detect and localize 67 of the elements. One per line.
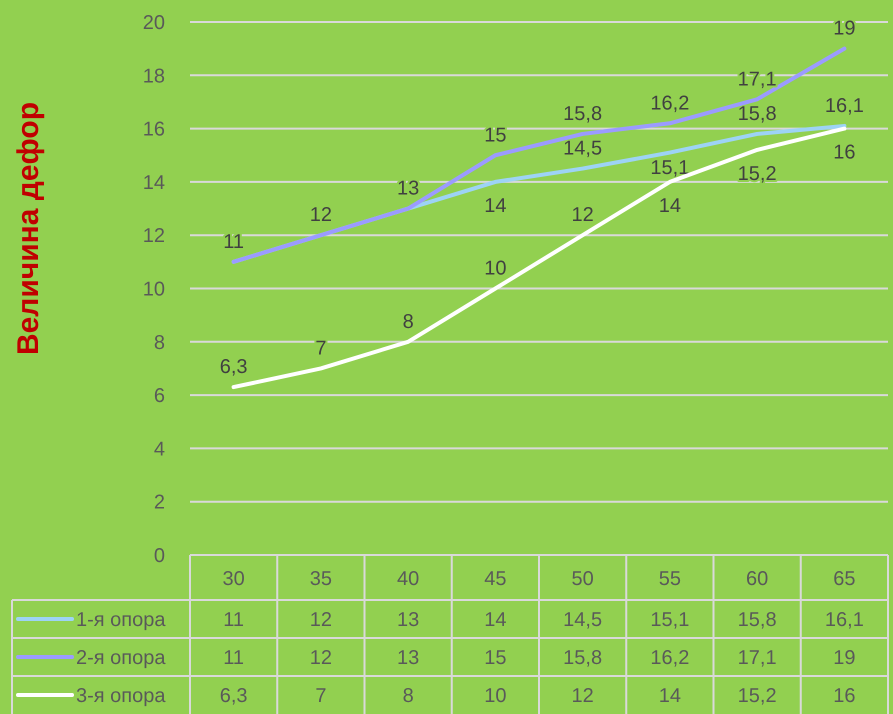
x-tick-label: 65 bbox=[833, 568, 856, 590]
x-tick-label: 40 bbox=[397, 568, 420, 590]
text: 14 bbox=[658, 194, 681, 217]
y-tick-label: 16 bbox=[142, 118, 165, 141]
text: 14 bbox=[484, 194, 506, 217]
data-label: 11 bbox=[223, 647, 244, 669]
legend-label: 3-я опора bbox=[76, 685, 166, 707]
data-label: 12 bbox=[310, 647, 332, 669]
text: 16,1 bbox=[824, 94, 864, 117]
text: 16,2 bbox=[650, 92, 690, 114]
text: 15,2 bbox=[738, 162, 777, 185]
legend-label: 1-я опора bbox=[76, 609, 166, 631]
x-tick-label: 35 bbox=[310, 568, 332, 590]
data-label: 16,1 bbox=[824, 609, 864, 631]
data-label: 7 bbox=[315, 685, 326, 707]
data-label: 11 bbox=[223, 609, 244, 631]
text: 12 bbox=[572, 204, 594, 226]
data-label: 15,8 bbox=[738, 609, 777, 631]
y-axis-title: Величина дефор bbox=[12, 102, 45, 356]
y-tick-label: 20 bbox=[142, 12, 165, 34]
x-tick-label: 60 bbox=[746, 568, 768, 590]
data-label: 15 bbox=[484, 647, 506, 669]
x-tick-label: 45 bbox=[484, 568, 506, 590]
data-label: 16,2 bbox=[650, 647, 690, 669]
y-tick-label: 18 bbox=[142, 65, 165, 88]
text: 8 bbox=[402, 310, 414, 333]
data-label: 10 bbox=[484, 685, 506, 707]
text: 15,8 bbox=[738, 102, 777, 125]
data-label: 15,8 bbox=[563, 647, 602, 669]
data-label: 17,1 bbox=[738, 647, 777, 669]
text: 19 bbox=[833, 18, 856, 40]
text: 6,3 bbox=[220, 356, 248, 378]
text: 16 bbox=[833, 142, 856, 164]
data-label: 13 bbox=[397, 609, 420, 631]
y-tick-label: 0 bbox=[154, 545, 165, 567]
data-label: 8 bbox=[402, 685, 414, 707]
y-tick-label: 4 bbox=[154, 438, 165, 460]
data-label: 19 bbox=[833, 647, 856, 669]
legend-label: 2-я опора bbox=[76, 647, 166, 669]
data-label: 12 bbox=[310, 609, 332, 631]
text: 15 bbox=[484, 124, 506, 146]
data-label: 14,5 bbox=[563, 609, 602, 631]
text: 14,5 bbox=[563, 138, 602, 160]
data-label: 13 bbox=[397, 647, 420, 669]
y-tick-label: 6 bbox=[154, 385, 165, 408]
data-label: 12 bbox=[572, 685, 594, 707]
data-label: 15,2 bbox=[738, 685, 777, 707]
y-tick-label: 10 bbox=[142, 278, 165, 300]
data-label: 14 bbox=[484, 609, 506, 631]
data-label: 14 bbox=[658, 685, 681, 707]
y-tick-label: 14 bbox=[142, 172, 165, 194]
text: 15,1 bbox=[650, 157, 690, 180]
text: 11 bbox=[223, 230, 244, 253]
text: 12 bbox=[310, 204, 332, 226]
y-tick-label: 2 bbox=[154, 492, 165, 514]
data-label: 15,1 bbox=[650, 609, 690, 631]
x-tick-label: 30 bbox=[222, 568, 245, 590]
text: 13 bbox=[397, 178, 420, 200]
y-tick-label: 8 bbox=[154, 332, 165, 354]
data-label: 16 bbox=[833, 685, 856, 707]
text: 15,8 bbox=[563, 102, 602, 125]
y-tick-label: 12 bbox=[142, 225, 165, 248]
x-tick-label: 55 bbox=[658, 568, 681, 590]
data-label: 6,3 bbox=[220, 685, 248, 707]
text: 10 bbox=[484, 258, 506, 280]
text: 7 bbox=[315, 337, 326, 360]
x-tick-label: 50 bbox=[572, 568, 594, 590]
